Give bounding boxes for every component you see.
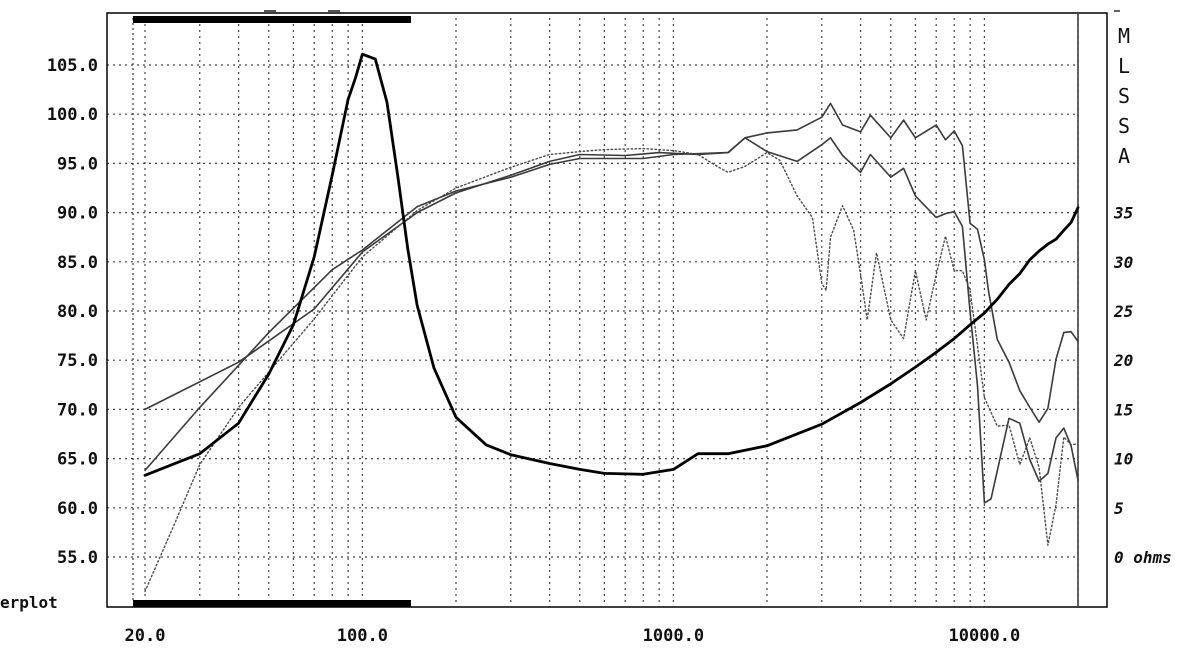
right-axis-ticks: 0 ohms 5 10 15 20 25 30 35: [1113, 204, 1172, 567]
right-title-letter: S: [1118, 84, 1130, 108]
bottom-marker-bar: [133, 600, 411, 607]
plot-border: [106, 12, 1108, 608]
left-axis-ticks: 55.0 60.0 65.0 70.0 75.0 80.0 85.0 90.0 95.0 100.…: [47, 56, 98, 568]
y-tick-label: 100.0: [47, 105, 98, 125]
right-title-letter: A: [1118, 144, 1130, 168]
y-tick-label: 95.0: [57, 154, 98, 174]
y-tick-label: 60.0: [57, 499, 98, 519]
left-clipped-label: erplot: [0, 593, 58, 612]
right-tick-label: 35: [1113, 204, 1133, 223]
right-tick-label: 25: [1113, 302, 1133, 321]
right-tick-label: 5: [1114, 499, 1124, 518]
impedance-curve: [143, 52, 1080, 477]
chart-grid: [107, 18, 1079, 602]
spl-curve-1: [144, 102, 1079, 423]
y-tick-label: 55.0: [57, 548, 98, 568]
right-tick-label: 30: [1113, 253, 1133, 272]
x-tick-label: 100.0: [337, 626, 388, 646]
x-tick-label: 10000.0: [949, 626, 1021, 646]
y-tick-label: 80.0: [57, 302, 98, 322]
top-marker-bar: [133, 16, 411, 23]
spl-curve-3: [144, 147, 1079, 593]
y-tick-label: 70.0: [57, 400, 98, 420]
right-title-letter: L: [1118, 54, 1130, 78]
x-tick-label: 1000.0: [643, 626, 704, 646]
spl-curve-2: [144, 137, 1079, 504]
right-title-letter: M: [1118, 24, 1130, 48]
right-tick-label: 15: [1114, 400, 1133, 419]
x-axis-ticks: 20.0 100.0 1000.0 10000.0: [125, 626, 1021, 646]
y-tick-label: 85.0: [57, 253, 98, 273]
right-tick-label: 10: [1114, 450, 1133, 469]
chart-frame: [106, 10, 1108, 608]
right-tick-label: 0 ohms: [1114, 548, 1172, 567]
chart-series-group: [143, 52, 1080, 593]
right-title-letter: S: [1118, 114, 1130, 138]
right-tick-label: 20: [1113, 351, 1133, 370]
y-tick-label: 90.0: [57, 204, 98, 224]
x-tick-label: 20.0: [125, 626, 166, 646]
y-tick-label: 75.0: [57, 351, 98, 371]
y-tick-label: 65.0: [57, 450, 98, 470]
y-tick-label: 105.0: [47, 56, 98, 76]
